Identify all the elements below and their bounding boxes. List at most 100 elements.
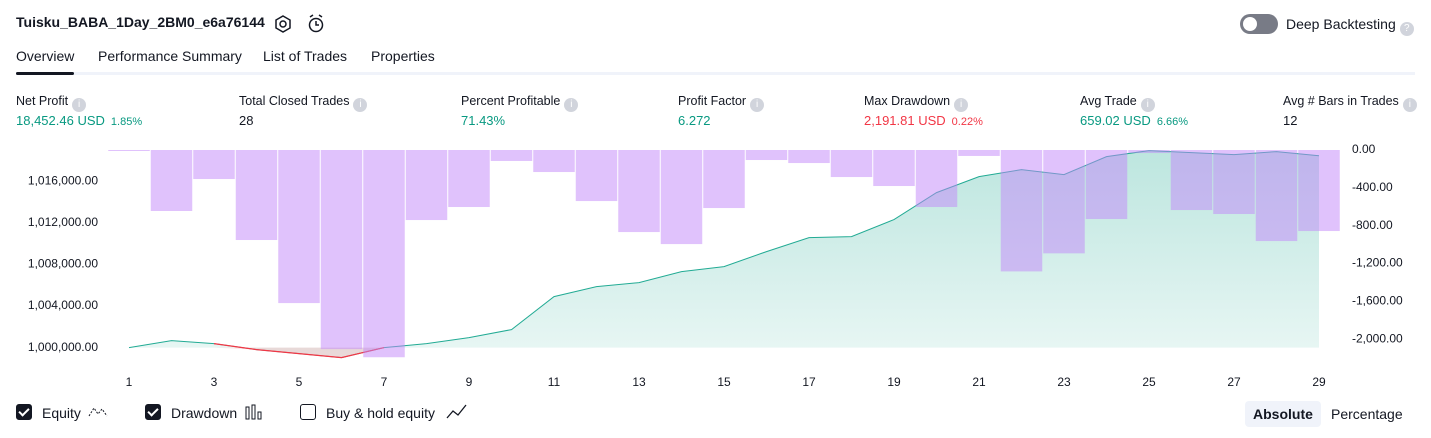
x-tick-label: 25 — [1142, 375, 1156, 389]
y2-tick-label: -2,000.00 — [1352, 331, 1403, 345]
x-tick-label: 3 — [211, 375, 218, 389]
drawdown-bar — [703, 150, 745, 209]
legend-checkbox[interactable] — [300, 404, 316, 420]
drawdown-bar — [1043, 150, 1085, 254]
chart: 1,000,000.00 1,004,000.00 1,008,000.00 1,01… — [28, 142, 1403, 389]
x-tick-label: 15 — [717, 375, 731, 389]
legend-icon-svg — [245, 404, 262, 420]
drawdown-bar — [1255, 150, 1298, 242]
tab[interactable]: Performance Summary — [98, 48, 242, 64]
drawdown-bar — [533, 150, 575, 173]
legend-icon — [88, 404, 110, 427]
y-tick-label: 1,016,000.00 — [28, 173, 98, 187]
metric-percent: 0.22% — [951, 116, 983, 128]
drawdown-bar — [448, 150, 490, 208]
info-icon[interactable]: i — [1402, 98, 1417, 112]
drawdown-bar — [1170, 150, 1213, 211]
scale-button[interactable]: Absolute — [1245, 401, 1321, 427]
metric-percent: 6.66% — [1156, 116, 1189, 128]
info-icon[interactable]: i — [954, 98, 969, 112]
legend-checkbox[interactable] — [145, 404, 161, 420]
drawdown-bar — [405, 150, 448, 221]
legend-icon-svg — [446, 404, 467, 419]
legend-label: Drawdown — [171, 405, 238, 421]
metric-label: Avg # Bars in Trades i — [1283, 94, 1417, 112]
metric-value: 12 — [1283, 113, 1297, 128]
metric-value-text: 659.02 USD — [1080, 113, 1151, 128]
tab[interactable]: List of Trades — [263, 48, 348, 64]
drawdown-bar — [150, 150, 193, 211]
legend-checkbox[interactable] — [16, 404, 32, 420]
metric-value: 2,191.81 USD 0.22% — [864, 113, 983, 128]
drawdown-bar — [1298, 150, 1340, 232]
metric-label-text: Total Closed Trades — [239, 94, 350, 108]
drawdown-bar — [1213, 150, 1255, 215]
legend-label: Buy & hold equity — [326, 405, 435, 421]
x-tick-label: 17 — [802, 375, 816, 389]
metric-value-text: 2,191.81 USD — [864, 113, 946, 128]
metric-label-text: Avg # Bars in Trades — [1283, 94, 1399, 108]
x-tick-label: 9 — [466, 375, 473, 389]
y2-tick-label: -1,600.00 — [1352, 293, 1403, 307]
scale-button[interactable]: Percentage — [1331, 406, 1403, 422]
metric-label-text: Profit Factor — [678, 94, 747, 108]
y2-tick-label: 0.00 — [1352, 142, 1376, 156]
metric-value: 659.02 USD 6.66% — [1080, 113, 1188, 128]
legend-icon — [446, 404, 468, 427]
settings-icon[interactable] — [274, 15, 292, 33]
metric-value-text: 6.272 — [678, 113, 711, 128]
alert-icon[interactable] — [307, 14, 327, 34]
y-tick-label: 1,004,000.00 — [28, 298, 98, 312]
drawdown-bar — [108, 150, 150, 151]
metric-label: Max Drawdown i — [864, 94, 969, 112]
metric-label-text: Max Drawdown — [864, 94, 951, 108]
metric-value-text: 71.43% — [461, 113, 506, 128]
metric-value-text: 12 — [1283, 113, 1298, 128]
y2-tick-label: -1,200.00 — [1352, 256, 1403, 270]
x-tick-label: 13 — [632, 375, 646, 389]
deep-backtesting-text: Deep Backtesting — [1286, 16, 1396, 32]
metric-label: Profit Factor i — [678, 94, 765, 112]
info-icon[interactable]: i — [72, 98, 87, 112]
help-icon[interactable]: ? — [1399, 22, 1414, 36]
drawdown-bar — [278, 150, 320, 304]
y2-tick-label: -800.00 — [1352, 218, 1393, 232]
x-tick-label: 11 — [548, 375, 561, 389]
drawdown-bar — [830, 150, 873, 178]
metric-label-text: Net Profit — [16, 94, 69, 108]
metric-value: 71.43% — [461, 113, 505, 128]
metric-label: Percent Profitable i — [461, 94, 579, 112]
metric-value-text: 18,452.46 USD — [16, 113, 105, 128]
metric-label: Avg Trade i — [1080, 94, 1155, 112]
x-tick-label: 19 — [887, 375, 901, 389]
drawdown-bar — [873, 150, 915, 187]
x-tick-label: 7 — [381, 375, 388, 389]
info-icon[interactable]: i — [353, 98, 368, 112]
tab[interactable]: Overview — [16, 48, 75, 75]
metric-percent: 1.85% — [110, 116, 143, 128]
drawdown-bar — [915, 150, 958, 208]
tab[interactable]: Properties — [371, 48, 435, 64]
metric-label-text: Avg Trade — [1080, 94, 1137, 108]
separator — [16, 72, 1415, 75]
y-tick-label: 1,012,000.00 — [28, 215, 98, 229]
drawdown-bar — [320, 150, 363, 350]
x-tick-label: 23 — [1057, 375, 1071, 389]
y2-tick-label: -400.00 — [1352, 180, 1393, 194]
x-tick-label: 21 — [972, 375, 986, 389]
legend-label: Equity — [42, 405, 81, 421]
deep-backtesting-toggle[interactable] — [1240, 14, 1278, 34]
equity-loss-segment — [298, 353, 342, 359]
info-icon[interactable]: i — [750, 98, 765, 112]
info-icon[interactable]: i — [564, 98, 579, 112]
drawdown-bar — [363, 150, 405, 358]
legend-icon — [245, 404, 267, 427]
info-icon[interactable]: i — [1140, 98, 1155, 112]
x-tick-label: 1 — [126, 375, 133, 389]
metric-value: 6.272 — [678, 113, 711, 128]
y-tick-label: 1,000,000.00 — [28, 340, 98, 354]
metric-value: 18,452.46 USD 1.85% — [16, 113, 142, 128]
equity-loss-segment — [256, 348, 300, 355]
metric-label: Total Closed Trades i — [239, 94, 368, 112]
metric-label: Net Profit i — [16, 94, 87, 112]
